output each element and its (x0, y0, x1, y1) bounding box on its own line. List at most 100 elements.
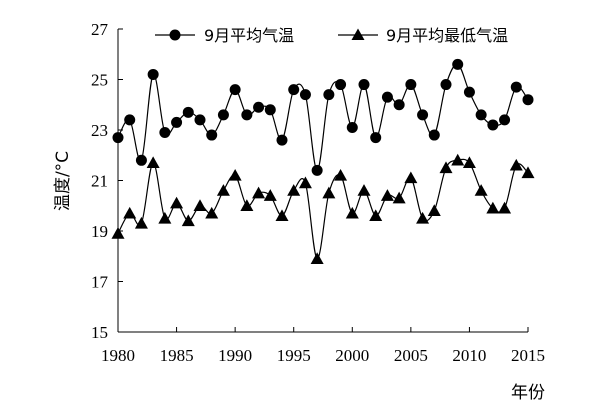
legend-item-series-1: 9月平均气温 (155, 26, 294, 45)
data-point-triangle (170, 196, 184, 209)
data-point-triangle (427, 204, 441, 216)
data-point-triangle (334, 168, 348, 181)
data-point-triangle (322, 186, 336, 199)
y-tick-label: 17 (91, 273, 109, 292)
data-point-circle (159, 127, 171, 139)
data-point-circle (499, 114, 511, 126)
data-point-circle (288, 84, 300, 96)
y-tick-label: 27 (91, 20, 109, 39)
data-point-triangle (123, 206, 137, 219)
data-point-circle (112, 132, 124, 144)
data-point-circle (510, 81, 522, 93)
data-point-triangle (369, 209, 383, 222)
data-point-circle (171, 116, 183, 128)
data-point-circle (241, 109, 253, 121)
x-tick-label: 1995 (277, 346, 311, 365)
x-axis-title: 年份 (511, 383, 545, 403)
data-point-triangle (509, 158, 523, 171)
data-point-circle (124, 114, 136, 126)
data-point-circle (311, 164, 323, 176)
data-point-triangle (228, 168, 242, 181)
y-tick-label: 19 (91, 222, 108, 241)
data-point-triangle (439, 161, 453, 174)
data-point-circle (522, 94, 534, 106)
data-point-triangle (498, 201, 512, 214)
data-point-circle (194, 114, 206, 126)
data-point-circle (182, 106, 194, 118)
series-2 (111, 153, 535, 264)
x-axis-ticks: 1980 1985 1990 1995 2000 2005 2010 2015 (101, 327, 545, 365)
data-point-circle (229, 84, 241, 96)
data-point-triangle (486, 201, 500, 214)
legend: 9月平均气温 9月平均最低气温 (155, 26, 508, 45)
data-point-triangle (158, 211, 172, 224)
data-point-triangle (416, 211, 430, 224)
data-point-circle (405, 79, 417, 91)
data-point-circle (370, 132, 382, 144)
data-point-circle (475, 109, 487, 121)
data-point-circle (428, 129, 440, 141)
data-point-circle (206, 129, 218, 141)
data-point-triangle (380, 189, 394, 201)
data-point-circle (299, 89, 311, 101)
y-axis-title: 温度/°C (53, 151, 73, 211)
data-point-circle (135, 154, 147, 166)
data-point-triangle (345, 206, 359, 219)
y-tick-label: 15 (91, 323, 108, 342)
x-tick-label: 2000 (335, 346, 369, 365)
x-tick-label: 1980 (101, 346, 135, 365)
data-point-triangle (310, 252, 324, 264)
data-point-triangle (275, 209, 289, 222)
y-tick-label: 21 (91, 172, 108, 191)
data-point-triangle (474, 184, 488, 196)
data-point-circle (346, 121, 358, 133)
data-point-triangle (205, 206, 219, 219)
data-point-circle (393, 99, 405, 111)
data-point-circle (452, 58, 464, 70)
data-point-triangle (287, 184, 301, 196)
data-point-circle (381, 91, 393, 103)
data-point-circle (440, 79, 452, 91)
data-point-triangle (357, 184, 371, 196)
data-point-circle (147, 68, 159, 80)
data-point-triangle (263, 189, 277, 201)
data-point-circle (335, 79, 347, 91)
x-tick-label: 2005 (394, 346, 428, 365)
data-point-triangle (181, 214, 195, 227)
data-point-triangle (146, 156, 160, 169)
series-line-1 (117, 63, 529, 172)
data-point-triangle (451, 153, 465, 166)
x-tick-label: 2015 (511, 346, 545, 365)
plot-series (111, 58, 535, 264)
data-point-triangle (240, 199, 254, 211)
x-tick-label: 1985 (160, 346, 194, 365)
data-point-circle (323, 89, 335, 101)
y-tick-label: 25 (91, 71, 108, 90)
data-point-triangle (193, 199, 207, 211)
data-point-triangle (521, 166, 535, 179)
legend-item-series-2: 9月平均最低气温 (338, 26, 508, 45)
data-point-circle (358, 79, 370, 91)
data-point-circle (264, 104, 276, 116)
data-point-triangle (134, 216, 148, 229)
data-point-circle (463, 86, 475, 98)
data-point-triangle (298, 176, 312, 189)
x-tick-label: 1990 (218, 346, 252, 365)
data-point-circle (276, 134, 288, 146)
data-point-triangle (462, 156, 476, 169)
y-tick-label: 23 (91, 121, 108, 140)
data-point-circle (487, 119, 499, 131)
legend-marker-triangle (351, 28, 365, 40)
y-axis-ticks: 15 17 19 21 23 25 27 (91, 20, 123, 342)
legend-label-series-2: 9月平均最低气温 (386, 26, 508, 45)
x-tick-label: 2010 (452, 346, 486, 365)
data-point-triangle (404, 171, 418, 184)
data-point-triangle (392, 191, 406, 204)
legend-label-series-1: 9月平均气温 (204, 26, 294, 45)
data-point-circle (417, 109, 429, 121)
legend-marker-circle (169, 29, 181, 41)
data-point-triangle (216, 184, 230, 196)
data-point-triangle (111, 227, 125, 239)
data-point-circle (217, 109, 229, 121)
